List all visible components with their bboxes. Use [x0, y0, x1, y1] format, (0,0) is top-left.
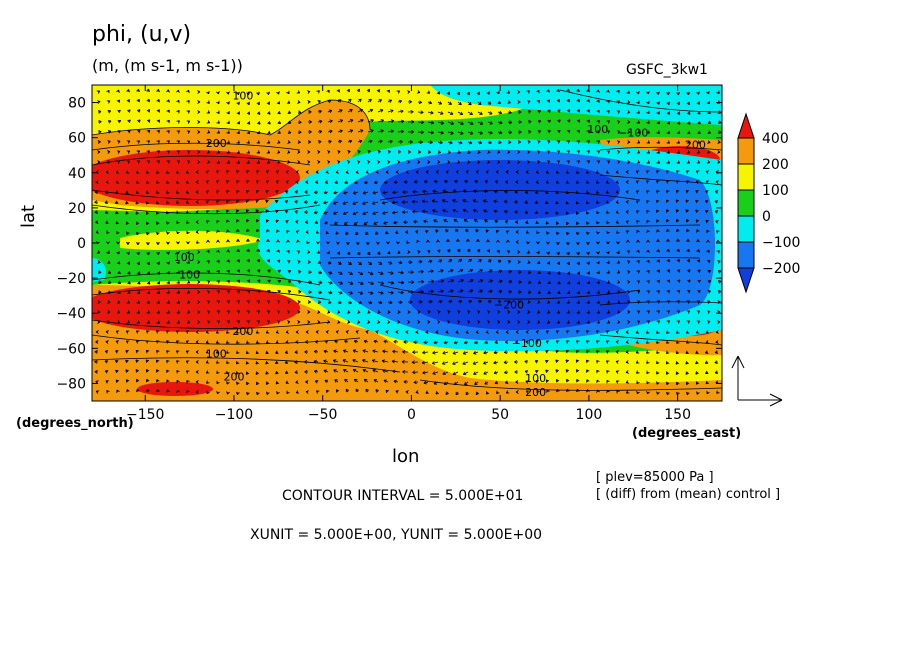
contour-label: 100	[525, 372, 546, 385]
x-axis-label: lon	[392, 446, 420, 467]
colorbar-segment	[737, 215, 755, 243]
colorbar-segment	[737, 163, 755, 191]
y-tick-label: −80	[56, 376, 86, 392]
contour-label: 100	[587, 123, 608, 136]
contour-label: −100	[512, 337, 542, 350]
region-red-south-pole	[137, 382, 213, 396]
y-tick-label: 40	[68, 166, 86, 182]
vector-units-text: XUNIT = 5.000E+00, YUNIT = 5.000E+00	[250, 527, 543, 543]
x-tick-label: 150	[664, 407, 691, 423]
axis-ticks	[92, 85, 722, 401]
region-deepblue-north	[380, 160, 620, 220]
chart-title: phi, (u,v)	[92, 22, 192, 47]
y-tick-label: −20	[56, 271, 86, 287]
x-tick-labels: −150 −100 −50 0 50 100 150	[126, 407, 691, 423]
x-tick-label: 0	[407, 407, 416, 423]
colorbar-segment	[737, 137, 755, 165]
model-name: GSFC_3kw1	[626, 62, 708, 78]
y-tick-label: 20	[68, 201, 86, 217]
filled-contour-field	[92, 85, 722, 401]
colorbar-label: −200	[762, 261, 800, 277]
chart-units: (m, (m s-1, m s-1))	[92, 56, 243, 75]
colorbar-label: 200	[762, 157, 789, 173]
contour-label: 200	[685, 139, 706, 152]
colorbar-label: −100	[762, 235, 800, 251]
region-yellow-equator	[120, 230, 265, 250]
x-tick-label: 50	[491, 407, 509, 423]
colorbar-label: 100	[762, 183, 789, 199]
contour-label: 200	[223, 370, 244, 383]
contour-label: 100	[174, 251, 195, 264]
y-unit-label: (degrees_north)	[16, 416, 134, 431]
contour-label: 100	[232, 90, 253, 103]
y-tick-label: 0	[77, 236, 86, 252]
y-tick-labels: 80 60 40 20 0 −20 −40 −60 −80	[56, 96, 86, 393]
y-tick-label: 80	[68, 96, 86, 112]
colorbar-segment	[737, 189, 755, 217]
x-tick-label: −100	[215, 407, 253, 423]
colorbar-segment	[737, 241, 755, 269]
colorbar-label: 400	[762, 131, 789, 147]
x-tick-label: −150	[126, 407, 164, 423]
difference-note-text: [ (diff) from (mean) control ]	[596, 487, 781, 502]
region-deepblue-south	[410, 270, 630, 330]
region-cyan-north	[430, 85, 722, 125]
contour-interval-text: CONTOUR INTERVAL = 5.000E+01	[282, 488, 524, 504]
x-tick-label: −50	[308, 407, 338, 423]
colorbar-segment	[737, 267, 755, 294]
colorbar-label: 0	[762, 209, 771, 225]
region-cyan-west	[92, 258, 107, 282]
contour-label: 100	[206, 348, 227, 361]
region-red-nw	[92, 150, 300, 206]
contour-label: 100	[179, 269, 200, 282]
contour-label: 200	[206, 137, 227, 150]
y-tick-label: −60	[56, 341, 86, 357]
y-tick-label: 60	[68, 131, 86, 147]
colorbar: 400 200 100 0 −100 −200	[737, 112, 800, 294]
colorbar-segment	[737, 112, 755, 139]
x-tick-label: 100	[576, 407, 603, 423]
x-unit-label: (degrees_east)	[632, 426, 742, 441]
contour-label: 200	[232, 325, 253, 338]
y-tick-label: −40	[56, 306, 86, 322]
pressure-level-text: [ plev=85000 Pa ]	[596, 470, 714, 485]
region-red-sw	[92, 284, 300, 332]
wind-vector-field	[94, 88, 722, 396]
contour-label: 200	[525, 386, 546, 399]
reference-vector-arrow	[731, 355, 783, 407]
contour-label: −100	[618, 126, 648, 139]
contour-label: −200	[494, 298, 524, 311]
